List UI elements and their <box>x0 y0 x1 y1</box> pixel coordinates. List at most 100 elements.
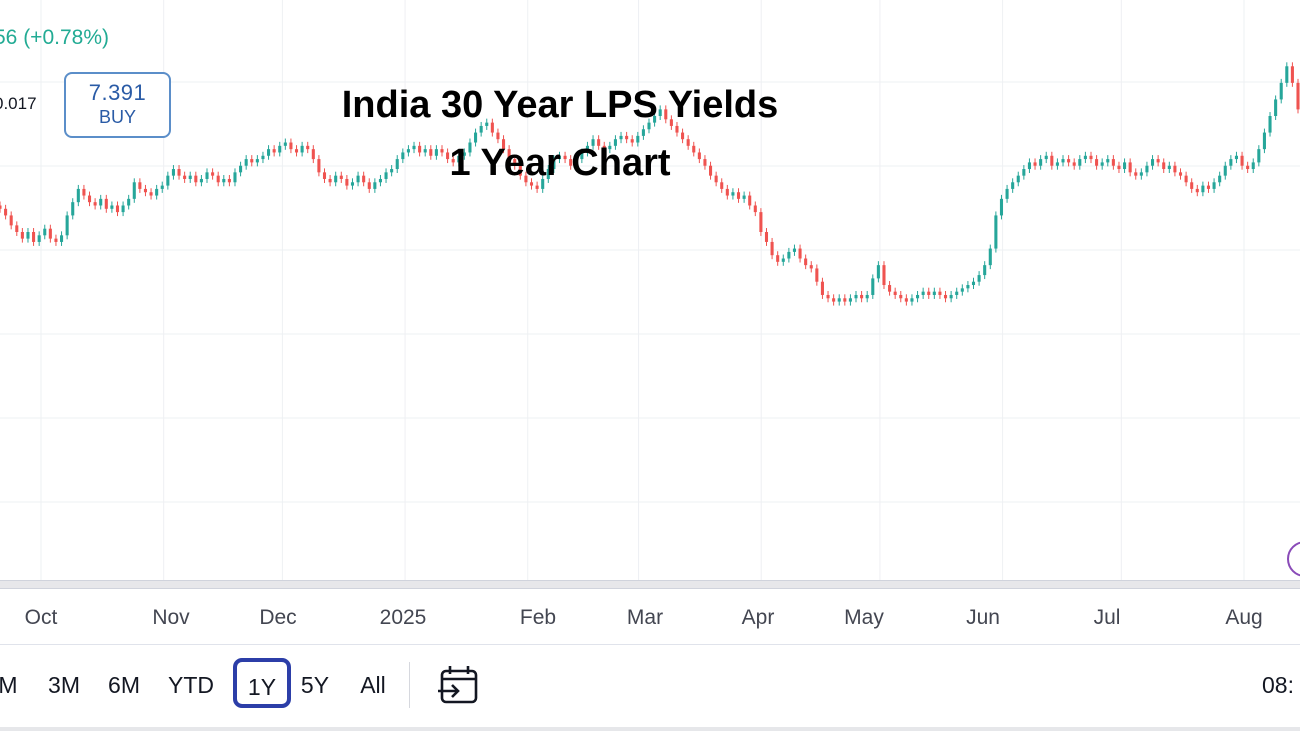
bottom-border <box>0 727 1300 731</box>
candle-body <box>574 159 578 166</box>
candle-body <box>563 155 567 160</box>
candle-body <box>26 232 30 239</box>
candle-body <box>485 122 489 126</box>
candle-body <box>742 195 746 199</box>
candle-body <box>585 145 589 153</box>
candle-body <box>1190 182 1194 189</box>
range-ytd-button[interactable]: YTD <box>168 672 214 698</box>
range-3m-button[interactable]: 3M <box>48 672 80 698</box>
candle-body <box>0 205 2 209</box>
candle-body <box>87 195 92 203</box>
candle-body <box>272 149 276 153</box>
range-5y-button[interactable]: 5Y <box>300 672 330 698</box>
candle-body <box>1251 162 1255 170</box>
candle-body <box>48 228 52 239</box>
candle-body <box>1011 182 1015 189</box>
candle-body <box>731 192 735 196</box>
range-1m-button[interactable]: M <box>0 672 18 698</box>
candle-body <box>440 149 444 153</box>
candle-body <box>1285 66 1289 83</box>
candle-body <box>1117 165 1121 170</box>
candle-body <box>205 172 209 179</box>
candle-body <box>239 165 243 173</box>
candle-body <box>983 265 987 276</box>
candle-body <box>1022 169 1026 176</box>
candle-body <box>904 298 908 302</box>
candle-body <box>138 182 142 189</box>
calendar-goto-icon[interactable] <box>436 664 482 708</box>
price-change: 56 (+0.78%) <box>0 26 109 49</box>
candle-body <box>1173 165 1177 173</box>
candle-body <box>910 298 914 302</box>
candle-body <box>356 175 360 183</box>
candle-body <box>921 291 925 295</box>
candle-body <box>899 294 903 299</box>
candle-body <box>697 152 701 160</box>
candle-body <box>938 291 942 295</box>
candle-body <box>160 185 164 189</box>
candle-body <box>110 205 114 209</box>
candle-body <box>518 165 522 176</box>
candle-body <box>1218 175 1222 183</box>
candle-body <box>709 165 713 176</box>
candle-body <box>653 116 657 123</box>
candle-body <box>994 215 998 249</box>
candle-body <box>608 145 612 150</box>
range-6m-button[interactable]: 6M <box>108 672 140 698</box>
candle-body <box>916 294 920 299</box>
candle-body <box>328 178 332 183</box>
candle-body <box>474 132 478 143</box>
x-tick-label: Jul <box>1093 606 1121 629</box>
candle-body <box>787 251 791 259</box>
candle-body <box>664 109 668 120</box>
candle-body <box>1195 188 1199 193</box>
candle-body <box>1061 159 1065 163</box>
candle-body <box>636 135 640 143</box>
candle-body <box>311 149 315 160</box>
candle-body <box>820 281 824 295</box>
candle-body <box>278 145 282 153</box>
candle-body <box>843 298 847 302</box>
candle-body <box>255 159 259 163</box>
candle-body <box>211 172 215 176</box>
candle-body <box>127 198 131 206</box>
candle-body <box>960 288 964 292</box>
candle-body <box>54 238 58 242</box>
candle-body <box>1223 165 1227 176</box>
candle-body <box>524 175 528 183</box>
candle-body <box>378 178 382 183</box>
candle-body <box>619 135 623 140</box>
candle-body <box>412 145 416 150</box>
candle-body <box>462 152 466 156</box>
candle-body <box>1055 162 1059 166</box>
price-chart[interactable] <box>0 0 1300 590</box>
candle-body <box>300 145 304 153</box>
candle-body <box>149 192 153 196</box>
candle-body <box>692 145 696 153</box>
candle-body <box>865 294 869 299</box>
candle-body <box>753 205 757 213</box>
candle-body <box>490 122 494 133</box>
candle-body <box>1279 82 1283 100</box>
x-tick-label: Mar <box>626 606 664 629</box>
candle-body <box>927 291 931 295</box>
candle-body <box>65 215 69 236</box>
candle-body <box>350 182 355 186</box>
candle-body <box>999 198 1004 216</box>
range-1y-button[interactable]: 1Y <box>233 658 291 708</box>
candle-body <box>334 175 338 183</box>
candle-body <box>71 202 75 216</box>
candle-body <box>406 149 410 153</box>
range-all-button[interactable]: All <box>360 672 386 698</box>
x-tick-label: May <box>844 606 884 629</box>
candle-body <box>1016 175 1020 183</box>
buy-button[interactable]: 7.391 BUY <box>64 72 171 138</box>
candle-body <box>395 159 399 170</box>
candle-body <box>1100 162 1104 166</box>
candle-body <box>306 145 310 150</box>
candle-body <box>367 182 371 189</box>
candle-body <box>1212 182 1216 189</box>
candle-body <box>99 198 103 206</box>
candle-body <box>1257 149 1261 163</box>
candle-body <box>1050 155 1054 166</box>
